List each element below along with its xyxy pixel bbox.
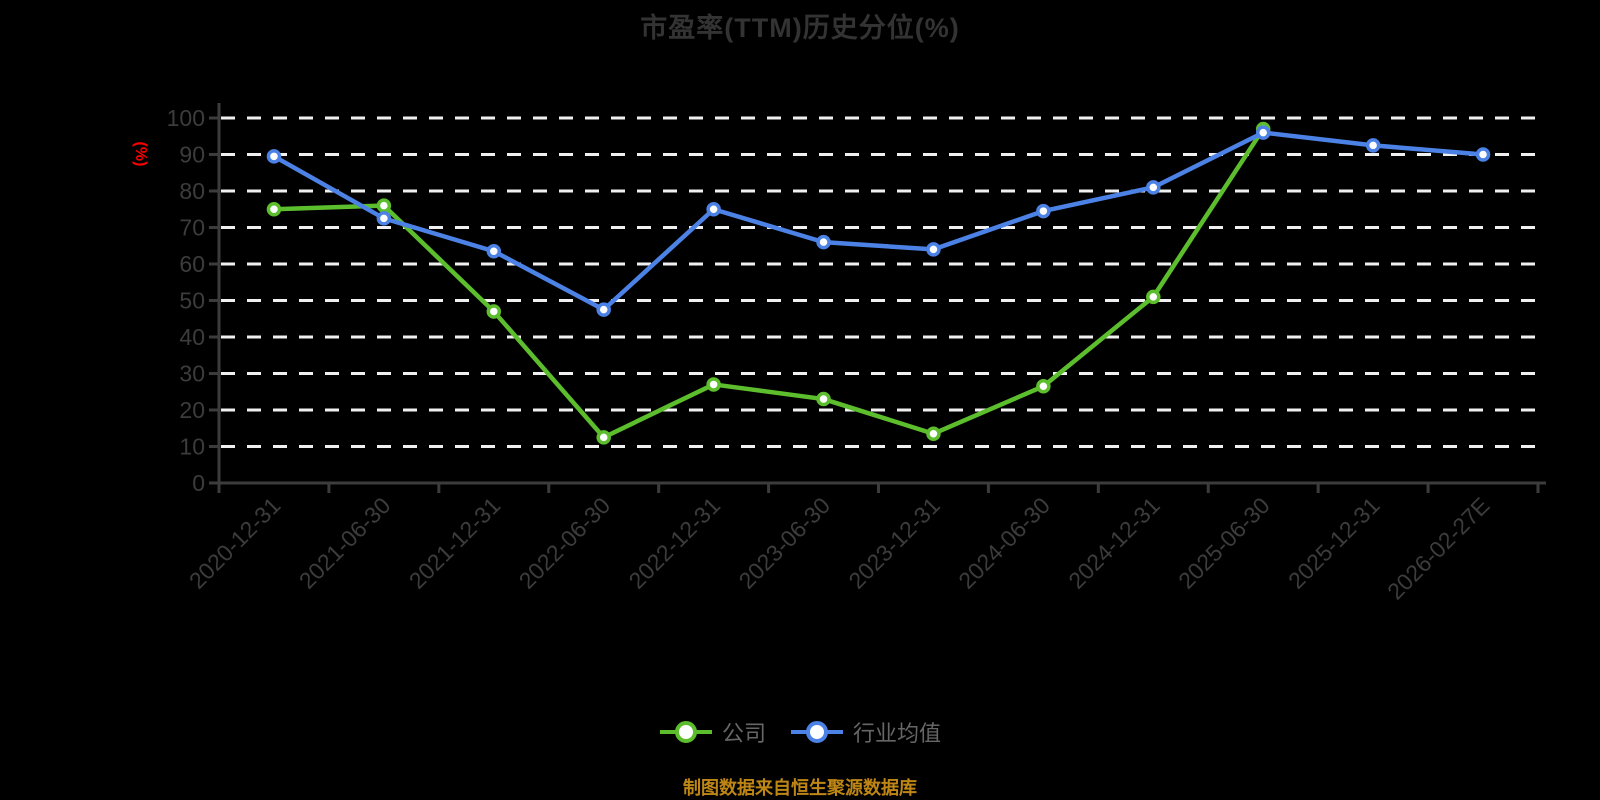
data-point-marker-industry-average[interactable] <box>486 243 502 259</box>
data-point-marker-company[interactable] <box>816 391 831 407</box>
x-tick-label: 2022-12-31 <box>624 492 726 594</box>
data-point-marker-industry-average[interactable] <box>1036 203 1051 219</box>
legend-label-industry-average: 行业均值 <box>853 721 942 746</box>
y-tick-label: 40 <box>179 324 205 350</box>
y-tick-label: 0 <box>192 470 205 496</box>
data-point-marker-industry-average[interactable] <box>1365 138 1381 153</box>
x-tick-label: 2024-06-30 <box>953 492 1055 594</box>
y-tick-label: 50 <box>179 288 205 314</box>
y-tick-label: 100 <box>167 105 205 131</box>
y-tick-label: 10 <box>179 434 205 460</box>
series-line-industry-average <box>272 130 1484 312</box>
y-tick-label: 20 <box>179 397 205 423</box>
data-point-marker-industry-average[interactable] <box>376 211 392 226</box>
plot-area: 0 10 20 30 40 50 60 70 80 90 100 2020-12-31 2021-06-… <box>132 103 1546 605</box>
x-tick-label: 2020-12-31 <box>184 492 286 594</box>
y-axis-unit-label: (%) <box>132 142 149 167</box>
data-point-marker-industry-average[interactable] <box>926 242 941 257</box>
data-point-marker-company[interactable] <box>596 430 611 445</box>
x-tick-label: 2023-12-31 <box>843 492 945 594</box>
data-point-marker-company[interactable] <box>486 304 502 319</box>
legend-marker-industry-average <box>791 721 843 743</box>
x-tick-label: 2023-06-30 <box>733 492 835 594</box>
data-point-marker-company[interactable] <box>376 198 392 213</box>
y-tick-label: 60 <box>179 251 205 277</box>
series-line-company <box>273 127 1266 440</box>
legend-label-company: 公司 <box>721 721 766 746</box>
data-point-marker-company[interactable] <box>266 202 282 217</box>
data-point-marker-industry-average[interactable] <box>706 202 721 217</box>
data-point-marker-company[interactable] <box>926 426 941 441</box>
chart-legend: 公司 行业均值 <box>0 716 1600 748</box>
x-tick-label: 2025-12-31 <box>1283 492 1385 594</box>
x-tick-label: 2025-06-30 <box>1173 492 1275 594</box>
data-point-marker-company[interactable] <box>706 377 721 392</box>
data-point-marker-industry-average[interactable] <box>1475 147 1491 162</box>
data-point-marker-industry-average[interactable] <box>596 302 611 317</box>
data-source-note: 制图数据来自恒生聚源数据库 <box>683 778 917 798</box>
y-tick-label: 70 <box>179 215 205 241</box>
chart-title: 市盈率(TTM)历史分位(%) <box>640 13 960 43</box>
data-point-marker-company[interactable] <box>1146 289 1161 305</box>
data-point-marker-industry-average[interactable] <box>1255 125 1271 140</box>
x-tick-label: 2021-12-31 <box>404 492 506 594</box>
data-point-marker-company[interactable] <box>1036 379 1051 394</box>
y-tick-label: 30 <box>179 361 205 387</box>
y-tick-label: 80 <box>179 178 205 204</box>
x-tick-label: 2026-02-27E <box>1382 492 1494 604</box>
y-tick-label: 90 <box>179 142 205 168</box>
data-point-marker-industry-average[interactable] <box>1146 180 1161 195</box>
x-tick-label: 2021-06-30 <box>294 492 396 594</box>
x-tick-label: 2024-12-31 <box>1063 492 1165 594</box>
data-point-marker-industry-average[interactable] <box>266 149 282 164</box>
legend-item-industry-average[interactable]: 行业均值 <box>790 716 941 748</box>
data-point-marker-industry-average[interactable] <box>816 234 831 250</box>
x-tick-label: 2022-06-30 <box>514 492 616 594</box>
legend-item-company[interactable]: 公司 <box>659 716 766 748</box>
legend-marker-company <box>659 721 712 743</box>
